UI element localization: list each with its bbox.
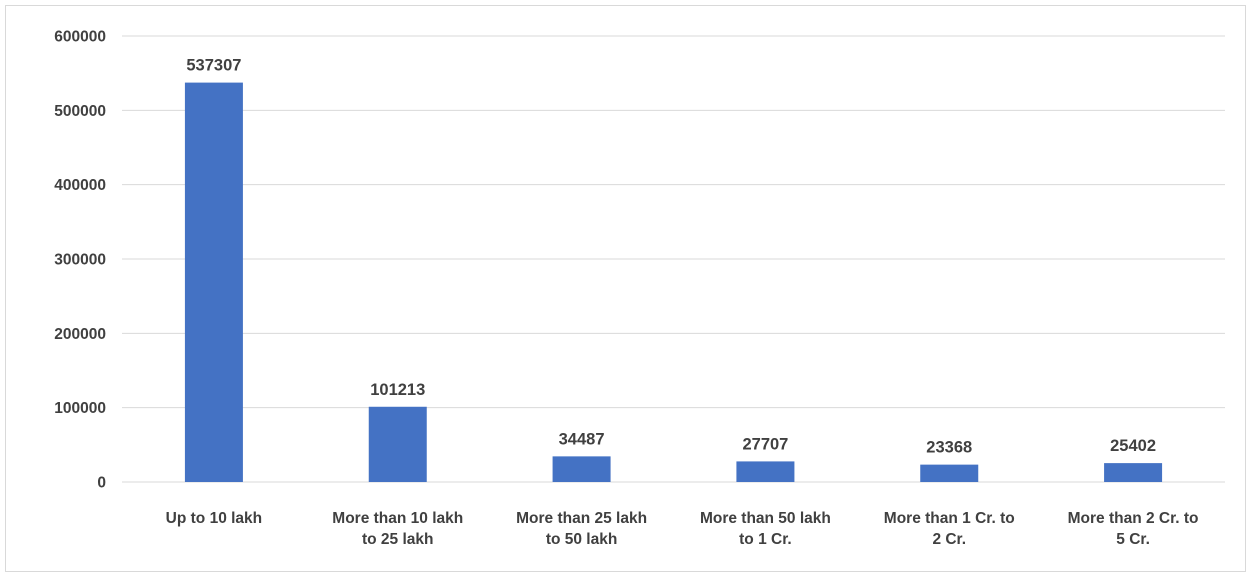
category-label-line: More than 10 lakh (332, 510, 463, 527)
data-label: 101213 (370, 381, 425, 399)
data-label: 34487 (559, 430, 605, 448)
category-label-line: More than 25 lakh (516, 510, 647, 527)
category-label: Up to 10 lakh (166, 510, 262, 527)
data-label: 23368 (926, 439, 972, 457)
bar (736, 461, 795, 482)
category-label-line: to 50 lakh (546, 531, 618, 548)
data-label: 25402 (1110, 437, 1156, 455)
y-tick-label: 0 (97, 475, 106, 492)
category-label: More than 1 Cr. to 2 Cr. (884, 510, 1015, 548)
data-label: 537307 (186, 57, 241, 75)
data-label: 27707 (742, 435, 788, 453)
category-label-line: 2 Cr. (932, 531, 966, 548)
category-label: More than 10 lakh to 25 lakh (332, 510, 463, 548)
y-tick-label: 600000 (54, 29, 106, 46)
category-label-line: Up to 10 lakh (166, 510, 262, 527)
y-tick-label: 300000 (54, 252, 106, 269)
category-label: More than 50 lakh to 1 Cr. (700, 510, 831, 548)
bar (1104, 463, 1163, 482)
bar (368, 406, 427, 482)
category-label: More than 2 Cr. to 5 Cr. (1068, 510, 1199, 548)
y-tick-label: 200000 (54, 326, 106, 343)
category-label-line: 5 Cr. (1116, 531, 1150, 548)
y-tick-label: 500000 (54, 103, 106, 120)
category-label-line: to 1 Cr. (739, 531, 792, 548)
bar (184, 82, 243, 482)
bar (920, 464, 979, 482)
bar (552, 456, 611, 482)
category-label: More than 25 lakh to 50 lakh (516, 510, 647, 548)
y-tick-label: 100000 (54, 400, 106, 417)
y-tick-label: 400000 (54, 177, 106, 194)
category-label-line: More than 50 lakh (700, 510, 831, 527)
category-label-line: More than 2 Cr. to (1068, 510, 1199, 527)
category-label-line: to 25 lakh (362, 531, 434, 548)
category-label-line: More than 1 Cr. to (884, 510, 1015, 527)
